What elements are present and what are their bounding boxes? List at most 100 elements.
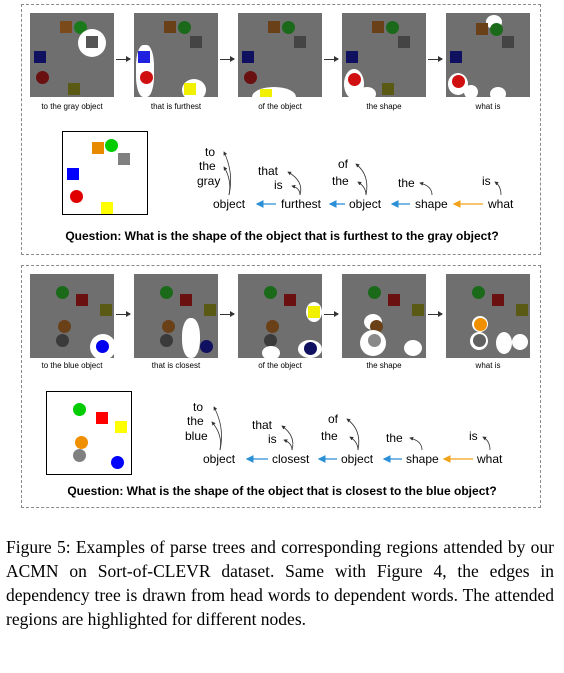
blue-square: [346, 51, 358, 63]
attention-map-5: [446, 274, 530, 358]
tree-node: object: [341, 452, 374, 466]
edge: [223, 166, 231, 196]
yellow-square: [101, 202, 113, 214]
brown-square: [372, 21, 384, 33]
dependency-tree-1: object furthest object shape what to the…: [197, 145, 514, 211]
red-circle: [140, 71, 153, 84]
green-circle: [178, 21, 191, 34]
gray-circle: [73, 449, 86, 462]
edge: [357, 181, 367, 196]
step-caption: what is: [475, 102, 501, 111]
blue-circle: [96, 340, 109, 353]
dependent-word: the: [187, 414, 204, 428]
gray-square: [502, 36, 514, 48]
blue-square: [242, 51, 254, 63]
red-circle: [70, 190, 83, 203]
example-panel-2: to the blue object that is closest of th…: [21, 265, 541, 508]
tree-node: closest: [272, 452, 310, 466]
yellow-square: [115, 421, 127, 433]
tree-node: furthest: [281, 197, 322, 211]
dependency-tree-2: object closest object shape what to the …: [185, 400, 503, 466]
green-circle: [368, 286, 381, 299]
blue-square: [450, 51, 462, 63]
brown-square: [60, 21, 72, 33]
step-caption: to the blue object: [41, 361, 103, 370]
gray-circle: [264, 334, 277, 347]
attention-map-1: [30, 13, 114, 97]
red-square: [180, 294, 192, 306]
edge: [494, 181, 502, 196]
attention-highlight: [496, 332, 512, 354]
edge: [281, 425, 294, 451]
attention-highlight: [404, 340, 422, 356]
yellow-square: [184, 83, 196, 95]
step-arrow: [220, 56, 235, 62]
step-arrow: [116, 311, 131, 317]
blue-square: [34, 51, 46, 63]
figure-caption: Figure 5: Examples of parse trees and co…: [6, 537, 554, 629]
gray-circle: [368, 334, 381, 347]
step-caption: the shape: [366, 361, 402, 370]
yellow-square: [516, 304, 528, 316]
dependent-word: that: [252, 418, 273, 432]
red-circle: [452, 75, 465, 88]
yellow-square: [204, 304, 216, 316]
edge: [482, 436, 491, 451]
dependent-word: gray: [197, 174, 220, 188]
attention-highlight: [512, 334, 528, 350]
red-circle: [348, 73, 361, 86]
green-circle: [264, 286, 277, 299]
yellow-square: [100, 304, 112, 316]
blue-circle: [304, 342, 317, 355]
green-circle: [490, 23, 503, 36]
attention-map-4: [342, 274, 426, 358]
yellow-square: [260, 89, 272, 97]
tree-node: object: [203, 452, 236, 466]
dependent-word: is: [469, 429, 478, 443]
edge: [287, 171, 302, 196]
question-text: Question: What is the shape of the objec…: [67, 484, 497, 498]
step-caption: to the gray object: [41, 102, 103, 111]
red-circle: [244, 71, 257, 84]
step-arrow: [428, 311, 443, 317]
red-square: [492, 294, 504, 306]
gray-circle: [473, 334, 486, 347]
red-square: [76, 294, 88, 306]
red-square: [96, 412, 108, 424]
edge: [349, 436, 359, 451]
attention-map-3: [238, 13, 322, 97]
dependent-word: is: [268, 432, 277, 446]
edge: [355, 163, 368, 196]
step-arrow: [324, 311, 339, 317]
attention-highlight: [490, 87, 506, 97]
attention-highlight: [464, 85, 478, 97]
green-circle: [282, 21, 295, 34]
brown-square: [476, 23, 488, 35]
green-circle: [472, 286, 485, 299]
step-caption: the shape: [366, 102, 402, 111]
attention-highlight: [252, 87, 296, 97]
step-caption: what is: [475, 361, 501, 370]
green-circle: [73, 403, 86, 416]
tree-node: what: [487, 197, 514, 211]
dependent-word: that: [258, 164, 279, 178]
dependent-word: the: [386, 431, 403, 445]
attention-map-4: [342, 13, 426, 97]
dependent-word: to: [193, 400, 203, 414]
orange-circle: [58, 320, 71, 333]
orange-circle: [474, 318, 487, 331]
gray-square: [118, 153, 130, 165]
edge: [419, 181, 433, 196]
brown-square: [164, 21, 176, 33]
original-scene: [62, 131, 148, 215]
example-panel-1: to the gray object that is furthest of t…: [21, 4, 541, 255]
gray-circle: [56, 334, 69, 347]
blue-circle: [200, 340, 213, 353]
gray-square: [190, 36, 202, 48]
edge: [283, 439, 293, 451]
attention-highlight: [262, 346, 280, 358]
orange-circle: [75, 436, 88, 449]
tree-node: object: [213, 197, 246, 211]
dependent-word: the: [398, 176, 415, 190]
step-caption: of the object: [258, 361, 302, 370]
